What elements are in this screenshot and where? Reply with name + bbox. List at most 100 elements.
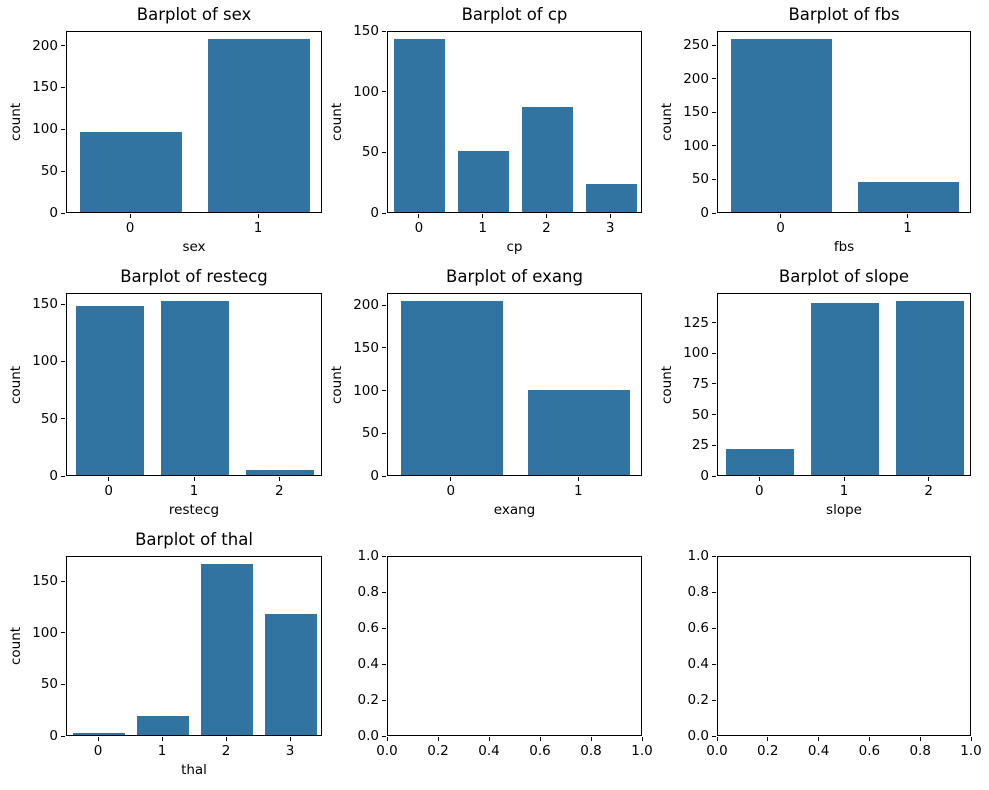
y-tick-mark bbox=[61, 475, 65, 477]
y-tick-label: 100 bbox=[32, 121, 58, 138]
y-tick-mark bbox=[61, 418, 65, 420]
x-tick-mark bbox=[577, 477, 579, 481]
x-tick-label: 0 bbox=[125, 220, 135, 236]
bar-slope-1 bbox=[811, 303, 879, 475]
x-tick-mark bbox=[716, 737, 718, 741]
x-tick-mark bbox=[539, 737, 541, 741]
y-tick-label: 50 bbox=[361, 425, 379, 442]
y-tick-label: 100 bbox=[32, 624, 58, 641]
y-tick-mark bbox=[382, 475, 386, 477]
x-tick-label: 2 bbox=[275, 483, 284, 499]
x-tick-mark bbox=[386, 737, 388, 741]
x-axis-label: exang bbox=[493, 502, 536, 518]
y-tick-label: 0 bbox=[700, 468, 709, 484]
bar-slope-2 bbox=[895, 300, 964, 475]
x-tick-label: 1 bbox=[157, 743, 167, 759]
y-tick-label: 0.8 bbox=[357, 584, 379, 600]
y-tick-label: 0.6 bbox=[687, 620, 709, 636]
y-tick-mark bbox=[61, 683, 65, 685]
y-tick-label: 150 bbox=[32, 573, 58, 590]
y-tick-mark bbox=[712, 78, 716, 80]
x-tick-mark bbox=[868, 737, 870, 741]
y-tick-label: 150 bbox=[683, 104, 709, 121]
y-tick-label: 50 bbox=[40, 163, 58, 180]
y-tick-label: 250 bbox=[683, 37, 709, 54]
x-tick-label: 1 bbox=[903, 220, 912, 236]
x-tick-mark bbox=[278, 477, 280, 481]
x-tick-label: 0 bbox=[104, 483, 113, 499]
bar-thal-2 bbox=[201, 563, 253, 735]
x-tick-label: 0.8 bbox=[580, 743, 602, 759]
x-tick-mark bbox=[928, 477, 930, 481]
plot-area bbox=[717, 293, 971, 476]
y-tick-label: 0.4 bbox=[357, 656, 379, 672]
x-tick-label: 0 bbox=[446, 483, 456, 499]
x-tick-mark bbox=[108, 477, 110, 481]
plot-area bbox=[66, 31, 322, 213]
x-axis-label: slope bbox=[826, 502, 862, 518]
bar-thal-1 bbox=[137, 716, 189, 735]
x-tick-mark bbox=[97, 737, 99, 741]
y-tick-label: 150 bbox=[353, 339, 379, 356]
y-tick-label: 1.0 bbox=[687, 548, 709, 564]
x-tick-label: 0.4 bbox=[807, 743, 830, 759]
y-tick-label: 100 bbox=[683, 345, 709, 362]
y-tick-label: 150 bbox=[32, 79, 58, 96]
y-tick-mark bbox=[382, 663, 386, 665]
plot-area bbox=[66, 556, 322, 736]
x-tick-label: 0.4 bbox=[478, 743, 500, 759]
x-tick-mark bbox=[970, 737, 972, 741]
x-tick-mark bbox=[450, 477, 452, 481]
x-tick-label: 1 bbox=[573, 483, 583, 499]
y-tick-mark bbox=[61, 45, 65, 47]
plot-area bbox=[387, 293, 642, 476]
bar-sex-1 bbox=[207, 38, 311, 212]
y-tick-mark bbox=[61, 170, 65, 172]
y-tick-label: 25 bbox=[691, 437, 709, 454]
x-tick-label: 0.8 bbox=[909, 743, 931, 759]
x-axis-label: fbs bbox=[833, 239, 855, 255]
y-tick-mark bbox=[61, 128, 65, 130]
chart-title: Barplot of fbs bbox=[788, 5, 900, 24]
y-tick-mark bbox=[712, 591, 716, 593]
x-tick-mark bbox=[641, 737, 643, 741]
y-tick-mark bbox=[61, 580, 65, 582]
y-tick-label: 200 bbox=[683, 70, 709, 87]
y-tick-label: 100 bbox=[683, 137, 709, 154]
bar-fbs-1 bbox=[857, 181, 960, 212]
y-tick-mark bbox=[382, 151, 386, 153]
x-tick-mark bbox=[758, 477, 760, 481]
x-tick-mark bbox=[818, 737, 820, 741]
x-axis-label: restecg bbox=[168, 502, 220, 518]
x-tick-label: 1 bbox=[189, 483, 199, 499]
y-tick-mark bbox=[382, 627, 386, 629]
x-tick-label: 0.2 bbox=[427, 743, 449, 759]
chart-title: Barplot of cp bbox=[461, 5, 568, 24]
y-tick-label: 150 bbox=[32, 296, 58, 312]
y-tick-mark bbox=[712, 475, 716, 477]
x-tick-mark bbox=[418, 214, 420, 218]
y-tick-mark bbox=[382, 212, 386, 214]
x-tick-mark bbox=[488, 737, 490, 741]
y-tick-mark bbox=[382, 735, 386, 737]
x-axis-label: sex bbox=[182, 239, 206, 255]
y-tick-label: 0.0 bbox=[357, 728, 379, 744]
bar-exang-1 bbox=[528, 390, 631, 475]
y-tick-label: 100 bbox=[32, 353, 58, 370]
bar-thal-3 bbox=[265, 614, 317, 735]
x-tick-label: 2 bbox=[542, 220, 551, 236]
y-tick-mark bbox=[712, 212, 716, 214]
plot-area bbox=[717, 556, 971, 736]
bar-exang-0 bbox=[400, 300, 503, 475]
bar-restecg-1 bbox=[160, 300, 230, 475]
x-tick-mark bbox=[590, 737, 592, 741]
y-tick-label: 100 bbox=[353, 83, 379, 100]
y-tick-mark bbox=[712, 352, 716, 354]
x-tick-mark bbox=[545, 214, 547, 218]
x-tick-mark bbox=[919, 737, 921, 741]
x-tick-mark bbox=[907, 214, 908, 218]
subplot-sex: Barplot of sex count sex 0 50 100 150 200 0 1 bbox=[8, 5, 322, 255]
y-tick-mark bbox=[382, 347, 386, 349]
y-tick-label: 0.8 bbox=[687, 584, 709, 600]
y-tick-label: 50 bbox=[40, 410, 58, 427]
